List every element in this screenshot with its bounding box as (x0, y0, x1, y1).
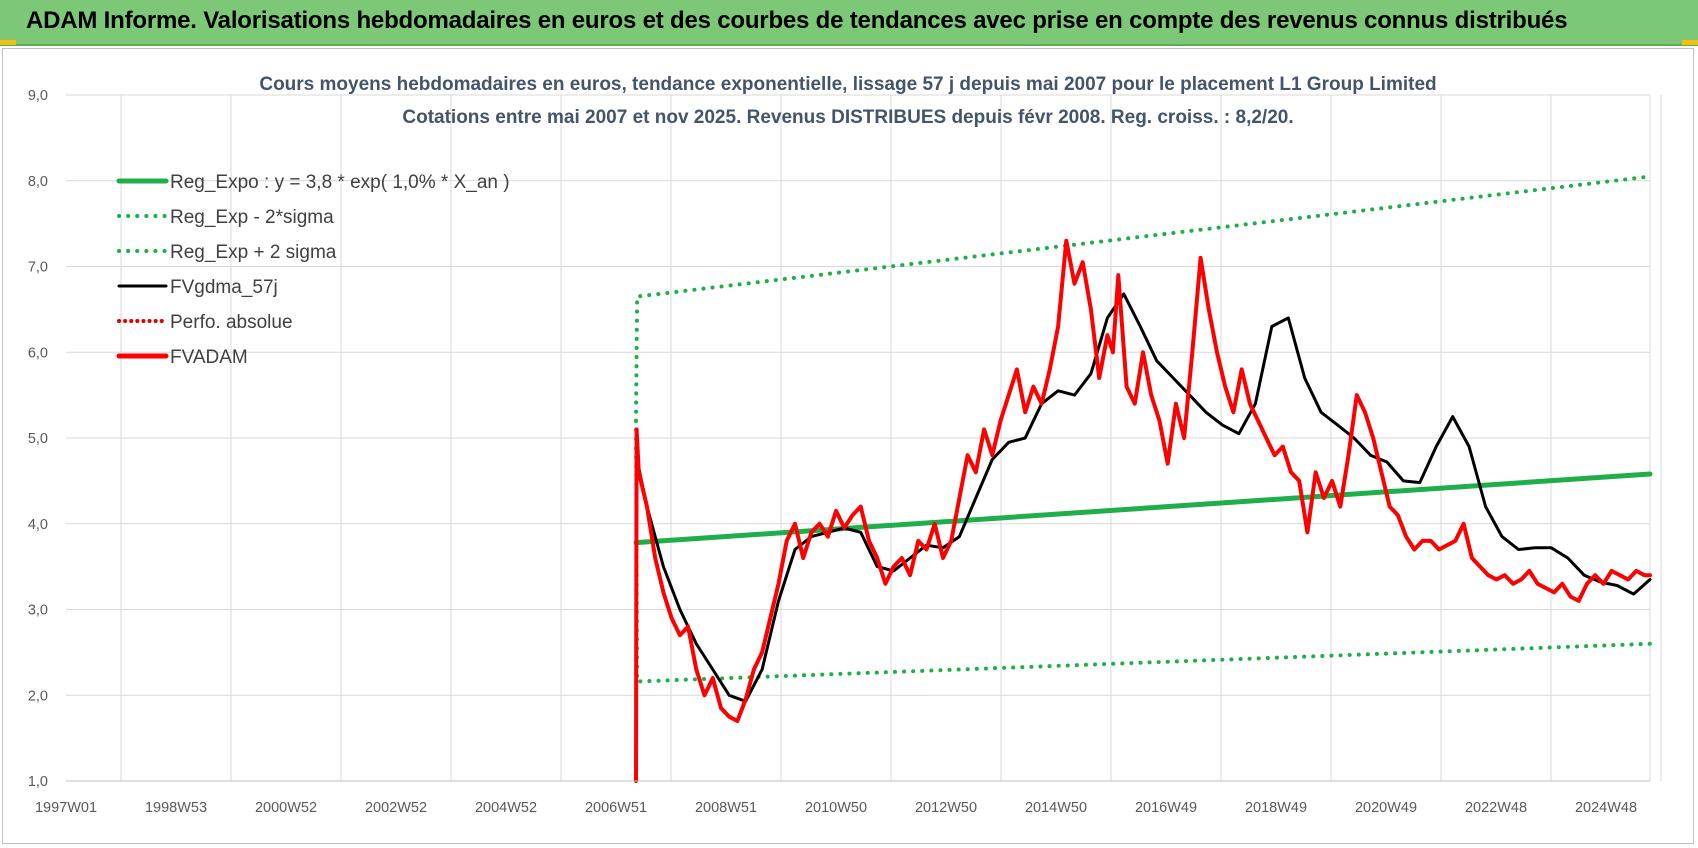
series-line-5 (634, 238, 1652, 783)
corner-mark-top-left (0, 40, 16, 45)
y-tick-label: 3,0 (28, 603, 48, 619)
chart-subtitle: Cotations entre mai 2007 et nov 2025. Re… (402, 107, 1293, 128)
x-tick-label: 2004W52 (475, 800, 537, 816)
legend-label: FVADAM (170, 347, 248, 368)
y-tick-label: 7,0 (28, 260, 48, 276)
series-lines (633, 174, 1653, 783)
y-tick-label: 2,0 (28, 688, 48, 704)
axes: 1,0 2,0 3,0 4,0 5,0 6,0 7,0 8,0 9,0 1997W01 1998W5… (28, 88, 1650, 816)
x-tick-label: 1997W01 (35, 800, 97, 816)
x-tick-label: 2014W50 (1025, 800, 1087, 816)
series-line-2 (634, 174, 1652, 423)
x-tick-label: 2012W50 (915, 800, 977, 816)
x-tick-label: 2006W51 (585, 800, 647, 816)
series-line-0 (633, 471, 1653, 546)
y-tick-label: 8,0 (28, 174, 48, 190)
legend-label: Reg_Expo : y = 3,8 * exp( 1,0% * X_an ) (170, 172, 510, 193)
y-tick-label: 4,0 (28, 517, 48, 533)
x-tick-label: 1998W53 (145, 800, 207, 816)
series-line-1 (634, 418, 1652, 684)
legend-label: Perfo. absolue (170, 312, 293, 333)
x-tick-label: 2010W50 (805, 800, 867, 816)
x-tick-label: 2020W49 (1355, 800, 1417, 816)
y-tick-label: 6,0 (28, 345, 48, 361)
x-tick-label: 2008W51 (695, 800, 757, 816)
x-tick-label: 2024W48 (1575, 800, 1637, 816)
y-tick-label: 1,0 (28, 774, 48, 790)
y-tick-label: 9,0 (28, 88, 48, 104)
legend-label: Reg_Exp + 2 sigma (170, 242, 337, 263)
corner-mark-top-right (1682, 40, 1698, 45)
legend-label: Reg_Exp - 2*sigma (170, 207, 334, 228)
x-tick-label: 2018W49 (1245, 800, 1307, 816)
chart-title: Cours moyens hebdomadaires en euros, ten… (259, 74, 1436, 95)
x-tick-label: 2000W52 (255, 800, 317, 816)
report-banner: ADAM Informe. Valorisations hebdomadaire… (0, 0, 1698, 46)
x-tick-label: 2022W48 (1465, 800, 1527, 816)
legend-label: FVgdma_57j (170, 277, 278, 298)
report-title: ADAM Informe. Valorisations hebdomadaire… (26, 7, 1568, 34)
x-tick-label: 2016W49 (1135, 800, 1197, 816)
x-tick-label: 2002W52 (365, 800, 427, 816)
legend: Reg_Expo : y = 3,8 * exp( 1,0% * X_an ) R… (116, 172, 510, 368)
y-tick-label: 5,0 (28, 431, 48, 447)
gridlines (66, 94, 1662, 782)
